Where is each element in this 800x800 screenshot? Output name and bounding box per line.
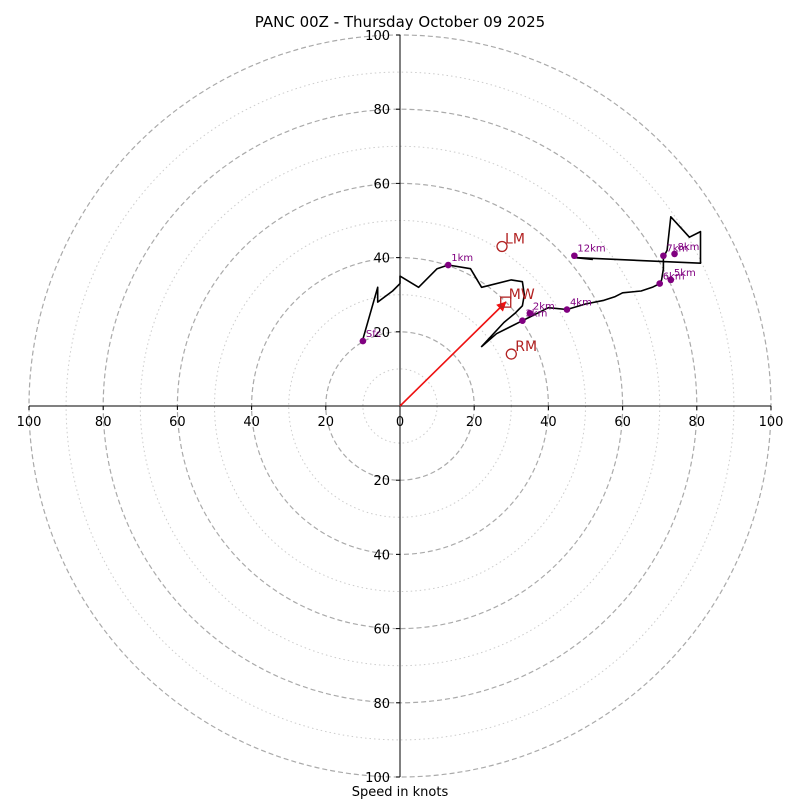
mean-wind-label: MW <box>509 287 535 303</box>
y-tick-label-6: 40 <box>373 548 390 563</box>
right-mover-label: RM <box>515 339 537 355</box>
y-tick-label-4: 20 <box>373 326 390 341</box>
x-tick-label-6: 20 <box>466 415 483 430</box>
height-label-7km: 7km <box>666 244 688 255</box>
height-label-6km: 6km <box>663 272 685 283</box>
height-label-2km: 2km <box>533 301 555 312</box>
y-tick-label-8: 80 <box>373 697 390 712</box>
right-mover-marker <box>505 348 517 360</box>
height-marker-sfc <box>359 337 367 345</box>
y-tick-label-0: 100 <box>365 29 390 44</box>
height-label-3km: 3km <box>525 309 547 320</box>
left-mover-marker <box>496 240 508 253</box>
x-tick-label-1: 80 <box>95 415 112 430</box>
height-label-5km: 5km <box>674 268 696 279</box>
y-tick-label-5: 20 <box>373 474 390 489</box>
height-marker-3km <box>519 317 526 324</box>
height-label-4km: 4km <box>570 298 592 309</box>
x-tick-label-7: 40 <box>540 415 557 430</box>
x-tick-label-5: 0 <box>396 415 404 430</box>
left-mover-label: LM <box>505 231 525 247</box>
x-tick-label-9: 80 <box>689 415 706 430</box>
x-axis-label: Speed in knots <box>352 785 449 800</box>
height-label-12km: 12km <box>577 244 605 255</box>
x-tick-label-2: 60 <box>169 415 186 430</box>
x-tick-label-4: 20 <box>318 415 335 430</box>
height-label-1km: 1km <box>451 253 473 264</box>
x-tick-label-10: 100 <box>759 415 784 430</box>
height-marker-5km <box>667 276 675 284</box>
height-marker-12km <box>571 252 578 260</box>
height-label-8km: 8km <box>678 242 700 253</box>
y-tick-label-2: 60 <box>373 177 390 192</box>
x-tick-label-3: 40 <box>243 415 260 430</box>
mean-wind-vector-layer <box>399 301 507 407</box>
height-marker-7km <box>660 252 667 260</box>
height-marker-1km <box>444 261 452 269</box>
x-tick-label-0: 100 <box>17 415 42 430</box>
y-tick-label-7: 60 <box>373 623 390 638</box>
mean-wind-marker <box>500 296 512 308</box>
storm-motion-markers: LM RM MW <box>496 231 537 360</box>
y-tick-label-9: 100 <box>365 771 390 786</box>
height-marker-8km <box>671 250 678 258</box>
hodograph-trace <box>362 216 702 348</box>
x-tick-label-8: 60 <box>614 415 631 430</box>
chart-title: PANC 00Z - Thursday October 09 2025 <box>255 13 545 31</box>
height-label-sfc: Sfc <box>366 329 381 340</box>
mean-wind-vector <box>399 301 507 407</box>
y-tick-label-3: 40 <box>373 252 390 267</box>
height-marker-6km <box>656 280 663 287</box>
hodograph-trace-layer <box>362 216 702 348</box>
height-marker-4km <box>563 306 571 313</box>
y-tick-label-1: 80 <box>373 103 390 118</box>
axis-ticks: 100 80 60 40 20 0 20 40 60 80 100 100 80 60 40 20 20 40 60… <box>17 29 784 786</box>
height-marker-2km <box>526 309 534 317</box>
